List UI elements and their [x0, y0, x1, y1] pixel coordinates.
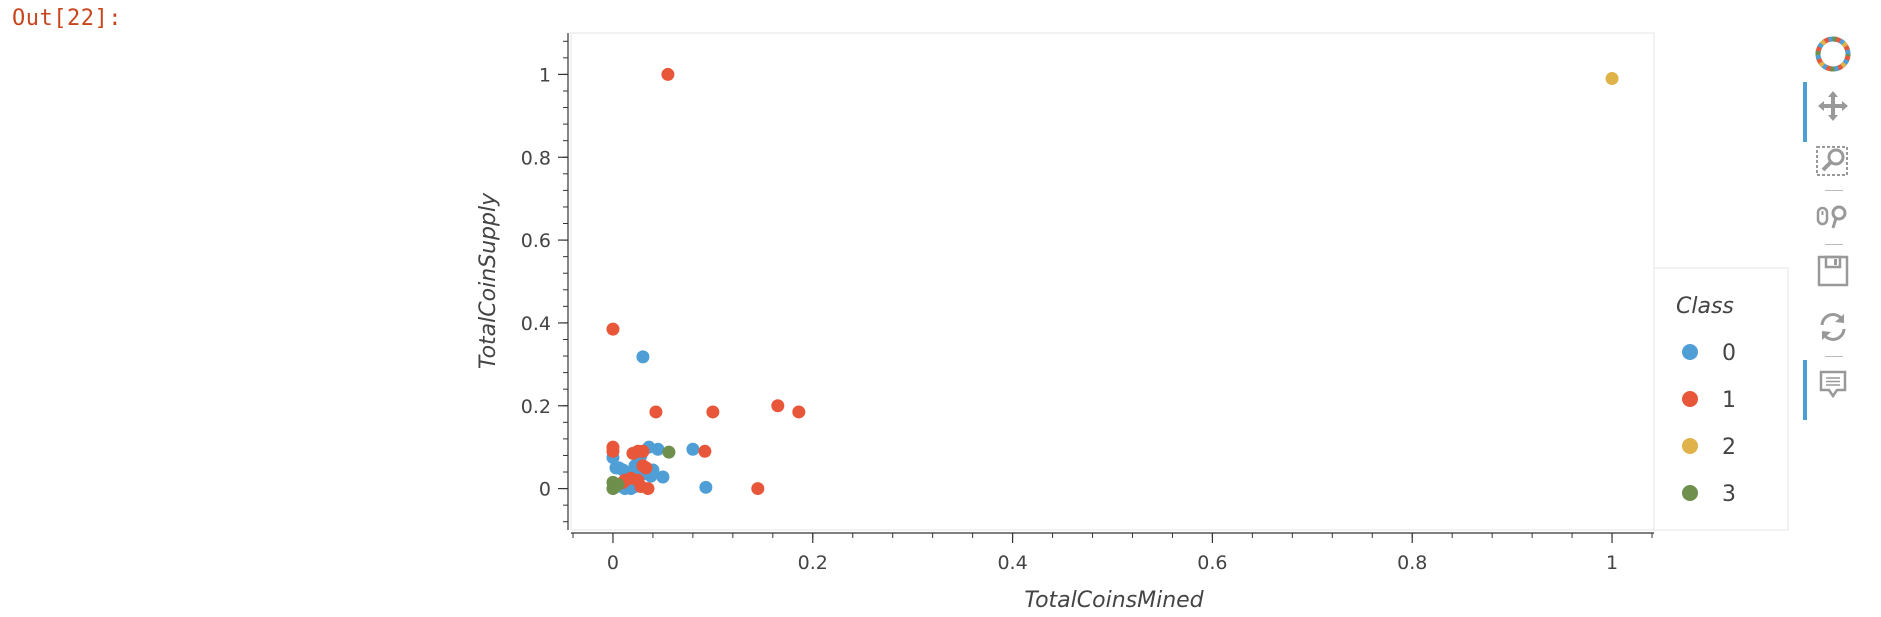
- data-point[interactable]: [636, 444, 650, 458]
- reset-icon: [1820, 313, 1846, 341]
- data-point[interactable]: [634, 480, 648, 494]
- legend-label: 3: [1722, 482, 1736, 507]
- axes: 0 0.2 0.4 0.6 0.8 1 0 0.2 0.4 0.6 0.8 1: [521, 33, 1654, 574]
- y-tick-label: 0.6: [521, 230, 551, 252]
- data-points: [606, 67, 1619, 496]
- box-zoom-tool-button[interactable]: [1803, 137, 1863, 185]
- hover-tool-button[interactable]: [1803, 360, 1863, 420]
- data-point[interactable]: [606, 322, 620, 336]
- x-tick-label: 0: [607, 552, 619, 574]
- data-point[interactable]: [771, 399, 785, 413]
- y-tick-label: 0.8: [521, 147, 551, 169]
- legend-label: 0: [1722, 341, 1736, 366]
- data-point[interactable]: [636, 350, 650, 364]
- data-point[interactable]: [661, 67, 675, 81]
- legend: Class 0 1 2 3: [1676, 294, 1736, 507]
- series-0: [606, 350, 713, 496]
- x-tick-label: 1: [1606, 552, 1618, 574]
- data-point[interactable]: [611, 477, 625, 491]
- pan-icon: [1818, 91, 1848, 121]
- data-point[interactable]: [686, 442, 700, 456]
- series-2: [1605, 72, 1619, 86]
- output-prompt: Out[22]:: [12, 6, 122, 31]
- x-tick-label: 0.2: [798, 552, 828, 574]
- x-tick-label: 0.8: [1397, 552, 1427, 574]
- x-tick-label: 0.4: [997, 552, 1027, 574]
- legend-label: 2: [1722, 435, 1736, 460]
- data-point[interactable]: [649, 405, 663, 419]
- wheel-zoom-tool-button[interactable]: [1803, 193, 1863, 241]
- series-3: [606, 445, 676, 496]
- reset-tool-button[interactable]: [1803, 303, 1863, 351]
- wheel-zoom-icon: [1816, 205, 1847, 229]
- save-icon: [1817, 255, 1849, 287]
- data-point[interactable]: [1605, 72, 1619, 86]
- legend-title: Class: [1676, 294, 1734, 319]
- legend-swatch: [1682, 344, 1698, 360]
- data-point[interactable]: [662, 445, 676, 459]
- x-axis-title: TotalCoinsMined: [1024, 588, 1204, 613]
- data-point[interactable]: [636, 459, 650, 473]
- series-1: [606, 67, 806, 496]
- hover-icon: [1819, 370, 1847, 399]
- data-point[interactable]: [656, 470, 670, 484]
- plot-toolbar: [1803, 20, 1863, 460]
- y-tick-label: 0.4: [521, 313, 551, 335]
- box-zoom-icon: [1816, 146, 1848, 176]
- data-point[interactable]: [698, 444, 712, 458]
- data-point[interactable]: [706, 405, 720, 419]
- save-tool-button[interactable]: [1803, 247, 1863, 295]
- pan-tool-button[interactable]: [1803, 82, 1863, 142]
- y-tick-label: 0: [539, 479, 551, 501]
- legend-swatch: [1682, 438, 1698, 454]
- y-axis-title: TotalCoinSupply: [476, 192, 501, 369]
- legend-swatch: [1682, 391, 1698, 407]
- data-point[interactable]: [751, 482, 765, 496]
- legend-label: 1: [1722, 388, 1736, 413]
- y-tick-label: 1: [539, 64, 551, 86]
- legend-swatch: [1682, 485, 1698, 501]
- bokeh-logo-icon[interactable]: [1803, 30, 1863, 78]
- data-point[interactable]: [792, 405, 806, 419]
- y-tick-label: 0.2: [521, 396, 551, 418]
- data-point[interactable]: [651, 442, 665, 456]
- data-point[interactable]: [606, 444, 620, 458]
- plot-frame: [570, 32, 1655, 531]
- x-tick-label: 0.6: [1197, 552, 1227, 574]
- data-point[interactable]: [699, 480, 713, 494]
- legend-box: [1653, 267, 1789, 531]
